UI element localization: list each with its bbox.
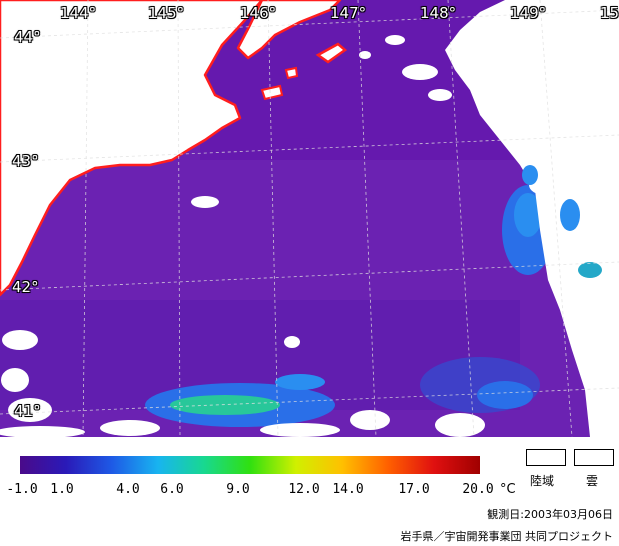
warm-patch-east-inner — [514, 193, 542, 237]
land-swatch — [526, 449, 566, 466]
land-islet-2 — [284, 66, 299, 80]
temperature-unit: °C — [500, 482, 516, 497]
lat-label-43: 43° — [12, 152, 39, 170]
colorbar-tick-label: 20.0 — [462, 482, 494, 497]
lon-label-150: 15 — [600, 4, 619, 22]
temperature-colorbar — [20, 456, 480, 474]
colorbar-tick-label: -1.0 — [6, 482, 38, 497]
warm-patch-south-core — [477, 381, 533, 409]
credit-text: 岩手県／宇宙開発事業団 共同プロジェクト — [400, 530, 614, 543]
colorbar-tick-label: 12.0 — [288, 482, 320, 497]
lat-label-44: 44° — [14, 28, 41, 46]
warm-patch-cloud-edge-2 — [578, 262, 602, 278]
cloud-swatch — [574, 449, 614, 466]
colorbar-tick-label: 1.0 — [50, 482, 74, 497]
lat-label-42: 42° — [12, 278, 39, 296]
land-north — [236, 0, 342, 60]
warm-patch-cloud-edge-3 — [522, 165, 538, 185]
lon-label-146: 146° — [240, 4, 277, 22]
colorbar-tick-label: 14.0 — [332, 482, 364, 497]
land-swatch-label: 陸域 — [530, 474, 555, 488]
colorbar-tick-label: 9.0 — [226, 482, 250, 497]
sea-surface-temperature-map — [0, 0, 619, 437]
lon-label-148: 148° — [420, 4, 457, 22]
lat-label-41: 41° — [14, 402, 41, 420]
observation-date: 観測日:2003年03月06日 — [487, 508, 613, 521]
graticule — [0, 0, 619, 437]
lon-label-144: 144° — [60, 4, 97, 22]
warm-patch-cloud-edge — [560, 199, 580, 231]
lon-label-147: 147° — [330, 4, 367, 22]
colorbar-tick-label: 6.0 — [160, 482, 184, 497]
cloud-swatch-label: 雲 — [586, 474, 599, 488]
lon-label-145: 145° — [148, 4, 185, 22]
land-kuril-island — [315, 42, 348, 64]
land-hokkaido — [0, 0, 264, 297]
lon-label-149: 149° — [510, 4, 547, 22]
land-islet-1 — [260, 84, 284, 101]
warm-patch-sw-core — [170, 395, 280, 415]
cloud-cover — [0, 0, 619, 437]
colorbar-tick-label: 17.0 — [398, 482, 430, 497]
warm-patch-sw-2 — [275, 374, 325, 390]
colorbar-tick-label: 4.0 — [116, 482, 140, 497]
